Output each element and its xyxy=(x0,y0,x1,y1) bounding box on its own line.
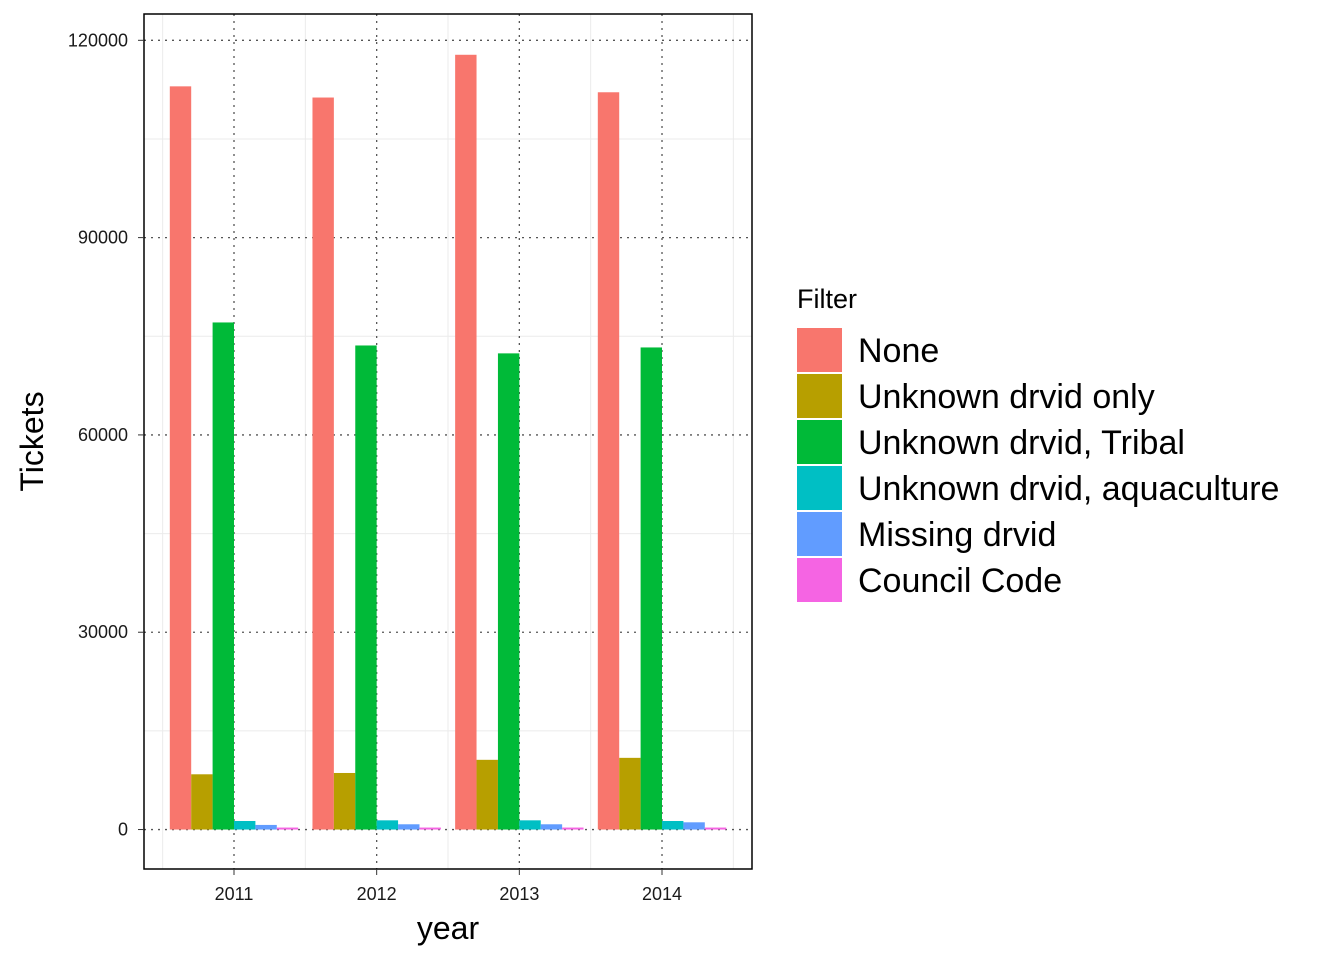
y-axis-title: Tickets xyxy=(14,391,50,491)
legend-label-4: Missing drvid xyxy=(858,516,1056,554)
legend-key-1 xyxy=(797,374,842,418)
y-tick-label: 30000 xyxy=(78,622,128,642)
x-tick-label: 2012 xyxy=(357,884,397,904)
y-tick-label: 90000 xyxy=(78,228,128,248)
bar-2011-2 xyxy=(212,322,234,830)
bar-2013-3 xyxy=(519,820,541,830)
bar-2013-2 xyxy=(497,353,520,830)
legend-label-0: None xyxy=(858,332,939,370)
bar-2013-1 xyxy=(476,759,498,830)
legend: Filter None Unknown drvid only Unknown drv… xyxy=(797,284,1279,602)
y-tick-label: 120000 xyxy=(68,30,128,50)
bar-2014-4 xyxy=(683,822,705,830)
legend-key-3 xyxy=(797,466,842,510)
x-tick-label: 2011 xyxy=(215,884,254,904)
y-tick-label: 60000 xyxy=(78,425,128,445)
bar-2012-2 xyxy=(355,345,377,830)
bar-2012-5 xyxy=(419,827,441,830)
legend-label-5: Council Code xyxy=(858,562,1062,600)
bar-2014-2 xyxy=(640,347,663,830)
legend-label-1: Unknown drvid only xyxy=(858,378,1155,416)
bar-2014-3 xyxy=(662,820,684,830)
bar-2011-4 xyxy=(255,824,277,830)
bars xyxy=(169,54,727,830)
bar-2011-3 xyxy=(234,820,256,830)
legend-label-2: Unknown drvid, Tribal xyxy=(858,424,1185,462)
legend-key-5 xyxy=(797,558,842,602)
bar-2014-0 xyxy=(597,92,620,830)
x-tick-label: 2014 xyxy=(642,884,682,904)
y-tick-label: 0 xyxy=(118,820,128,840)
x-ticks: 2011 2012 2013 2014 xyxy=(215,869,682,904)
bar-2012-1 xyxy=(333,772,356,830)
x-tick-label: 2013 xyxy=(499,884,539,904)
minor-gridlines xyxy=(144,14,752,869)
bar-2013-5 xyxy=(562,827,584,830)
legend-label-3: Unknown drvid, aquaculture xyxy=(858,470,1279,508)
bar-2013-0 xyxy=(455,54,477,830)
bar-2013-4 xyxy=(540,824,563,830)
legend-key-2 xyxy=(797,420,842,464)
bar-2014-1 xyxy=(619,757,641,830)
bar-2012-3 xyxy=(376,820,399,830)
bar-2012-0 xyxy=(312,97,334,830)
legend-key-0 xyxy=(797,328,842,372)
panel-border xyxy=(143,13,753,870)
bar-2011-0 xyxy=(169,86,192,830)
bar-2011-1 xyxy=(191,774,213,830)
legend-key-4 xyxy=(797,512,842,556)
legend-title: Filter xyxy=(797,284,857,314)
legend-items: None Unknown drvid only Unknown drvid, Tri… xyxy=(797,328,1279,602)
y-ticks: 0 30000 60000 90000 120000 xyxy=(68,30,144,840)
bar-2012-4 xyxy=(398,824,420,830)
bar-2011-5 xyxy=(276,827,299,830)
x-axis-title: year xyxy=(417,910,480,946)
bar-2014-5 xyxy=(704,827,727,830)
